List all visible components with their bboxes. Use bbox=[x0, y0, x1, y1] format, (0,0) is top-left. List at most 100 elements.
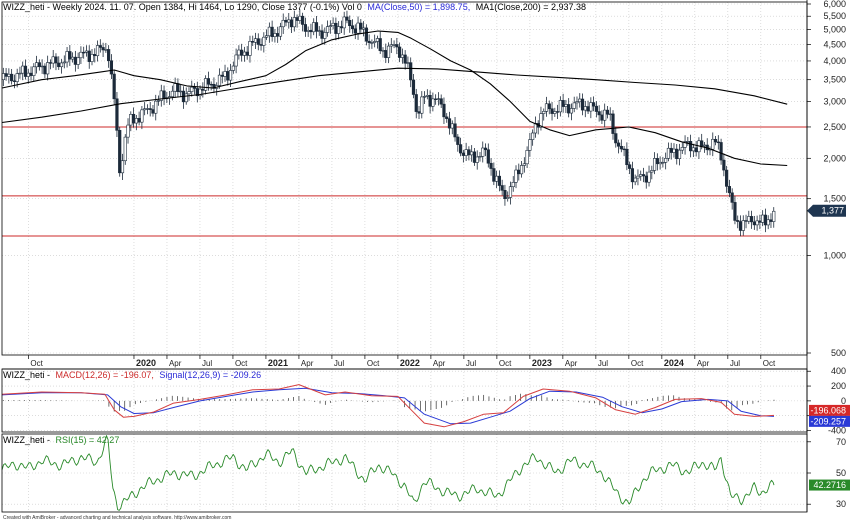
price-tick-label-4: 4,000 bbox=[823, 56, 846, 66]
candle bbox=[636, 169, 640, 186]
candle-body bbox=[483, 147, 488, 151]
candle bbox=[500, 179, 504, 196]
candle bbox=[317, 26, 321, 36]
candle bbox=[506, 191, 510, 202]
candle bbox=[120, 153, 125, 181]
candle-body bbox=[525, 150, 529, 165]
candle bbox=[245, 46, 249, 60]
candle-body bbox=[417, 111, 421, 114]
candle-body bbox=[772, 210, 776, 222]
candle bbox=[705, 138, 709, 156]
rsi-last-bg bbox=[809, 479, 850, 491]
candle bbox=[434, 94, 438, 105]
candle bbox=[284, 16, 288, 27]
candle-body bbox=[98, 45, 102, 48]
candle-body bbox=[206, 78, 210, 85]
candle-body bbox=[287, 19, 291, 23]
candle bbox=[253, 32, 258, 49]
candle bbox=[15, 68, 19, 88]
candle bbox=[93, 48, 97, 63]
macd-title-text: WIZZ_heti - bbox=[3, 370, 50, 380]
candle-body bbox=[10, 73, 14, 82]
price-tick-label-10: 1,000 bbox=[823, 251, 846, 261]
candle bbox=[62, 55, 66, 69]
candle bbox=[630, 161, 635, 189]
candle-body bbox=[528, 139, 532, 151]
candle-body bbox=[398, 46, 402, 58]
price-tick-label-3: 4,500 bbox=[823, 39, 846, 49]
moving-averages bbox=[1, 30, 788, 167]
candle-body bbox=[655, 158, 659, 165]
candle bbox=[32, 63, 36, 82]
candle-body bbox=[301, 15, 305, 25]
candle bbox=[339, 20, 344, 34]
candle bbox=[228, 63, 233, 88]
candle bbox=[10, 68, 14, 85]
candle bbox=[716, 135, 720, 150]
candle-body bbox=[231, 65, 235, 71]
signal-last-flag: -209.257 bbox=[809, 415, 850, 427]
candle-body bbox=[107, 49, 111, 62]
candle-body bbox=[622, 148, 626, 151]
candle bbox=[655, 153, 659, 171]
candle-body bbox=[217, 74, 222, 86]
candle bbox=[450, 120, 454, 135]
candle-body bbox=[270, 26, 274, 37]
candle bbox=[409, 57, 413, 88]
candle-body bbox=[71, 56, 75, 60]
candle bbox=[722, 153, 726, 177]
x-tick-label-17: 2024 bbox=[664, 358, 684, 368]
candle-body bbox=[702, 144, 707, 147]
candle-body bbox=[264, 35, 269, 38]
candle bbox=[567, 98, 571, 118]
candle-body bbox=[156, 100, 161, 102]
candle-body bbox=[758, 220, 762, 223]
x-tick-label-4: Oct bbox=[235, 359, 248, 368]
candle bbox=[276, 26, 280, 43]
candle bbox=[544, 96, 549, 117]
candle-body bbox=[29, 72, 33, 76]
candle-body bbox=[118, 130, 122, 174]
candle-body bbox=[716, 141, 720, 144]
candle bbox=[107, 45, 111, 68]
candle bbox=[475, 150, 479, 170]
candle-body bbox=[495, 175, 499, 182]
candle bbox=[472, 147, 477, 166]
candle bbox=[143, 102, 147, 116]
candle-body bbox=[458, 144, 463, 154]
candle bbox=[492, 162, 496, 186]
candle-body bbox=[652, 158, 657, 171]
candle-body bbox=[661, 162, 665, 164]
x-tick-label-20: Oct bbox=[763, 359, 776, 368]
candle-body bbox=[414, 94, 418, 112]
candle bbox=[43, 63, 47, 79]
macd-line bbox=[1, 384, 775, 428]
candle bbox=[616, 139, 621, 154]
candle-body bbox=[650, 170, 654, 173]
candle bbox=[749, 210, 754, 229]
candle-body bbox=[342, 16, 346, 29]
candle-body bbox=[348, 20, 352, 27]
macd-last-flag-bg bbox=[809, 404, 850, 416]
candle-body bbox=[400, 54, 404, 58]
candle-body bbox=[4, 73, 8, 77]
candle bbox=[331, 17, 335, 30]
candle bbox=[361, 21, 366, 37]
candle bbox=[386, 42, 391, 64]
candle bbox=[187, 87, 191, 101]
candle bbox=[439, 94, 443, 108]
candle bbox=[79, 46, 83, 64]
price-tick-label-0: 6,000 bbox=[823, 0, 846, 9]
candle bbox=[359, 19, 363, 34]
candle bbox=[287, 13, 291, 29]
candle bbox=[486, 143, 490, 168]
x-tick-label-1: 2020 bbox=[136, 358, 156, 368]
candle bbox=[306, 26, 310, 37]
candle-body bbox=[179, 90, 183, 93]
candle-body bbox=[630, 168, 635, 183]
candle bbox=[7, 68, 11, 84]
candle bbox=[162, 85, 166, 106]
candle-body bbox=[262, 36, 266, 46]
rsi-title: WIZZ_heti - RSI(15) = 42.27 bbox=[3, 435, 119, 445]
candle-body bbox=[40, 65, 44, 68]
